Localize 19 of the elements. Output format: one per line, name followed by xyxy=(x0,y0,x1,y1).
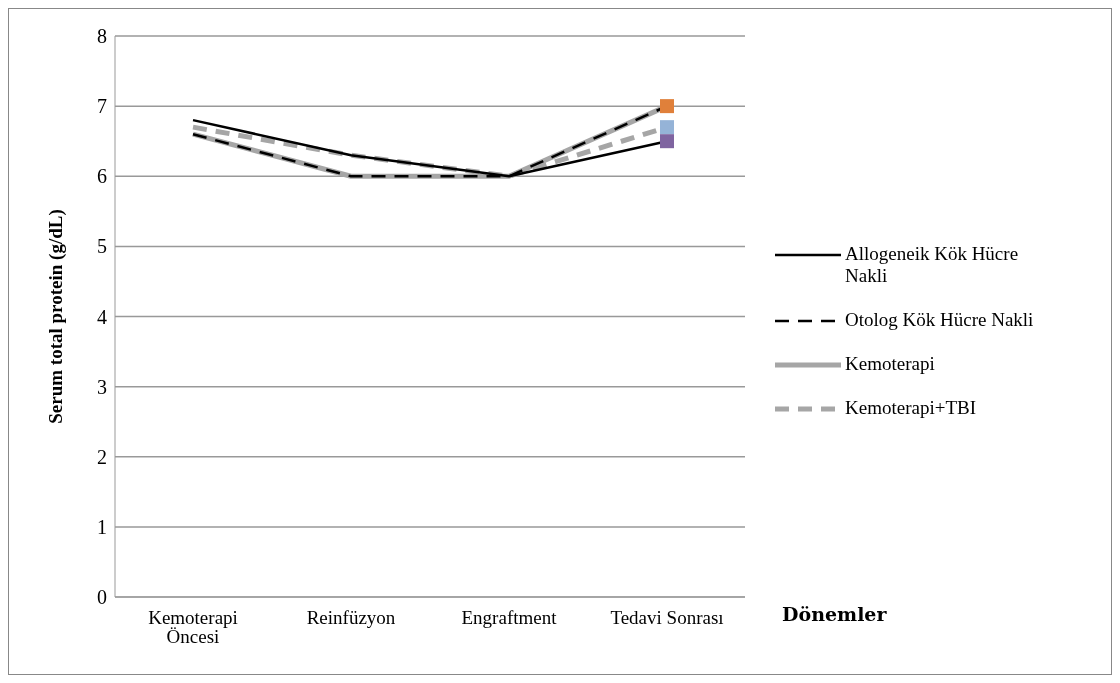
legend-label: Kemoterapi+TBI xyxy=(845,396,977,419)
y-tick-label: 2 xyxy=(97,445,107,468)
legend-label: Kemoterapi xyxy=(845,352,936,375)
y-tick-label: 3 xyxy=(97,375,107,398)
legend-label: Otolog Kök Hücre Nakli xyxy=(845,308,1035,331)
x-tick-label: Reinfüzyon xyxy=(306,607,396,629)
y-tick-label: 6 xyxy=(97,165,107,188)
y-tick-label: 8 xyxy=(97,25,107,48)
x-tick-label: Kemoterapi Öncesi xyxy=(148,607,238,648)
legend-label: Allogeneik Kök Hücre Nakli xyxy=(845,242,1020,287)
y-tick-label: 1 xyxy=(97,515,107,538)
x-tick-label: Tedavi Sonrası xyxy=(610,607,724,629)
y-tick-label: 5 xyxy=(97,235,107,258)
x-axis-title: Dönemler xyxy=(782,603,887,625)
y-axis-title: Serum total protein (g/dL) xyxy=(44,209,67,424)
y-tick-label: 4 xyxy=(97,305,107,328)
y-tick-label: 0 xyxy=(97,586,107,609)
x-tick-label: Engraftment xyxy=(461,607,558,629)
y-tick-label: 7 xyxy=(97,95,107,118)
